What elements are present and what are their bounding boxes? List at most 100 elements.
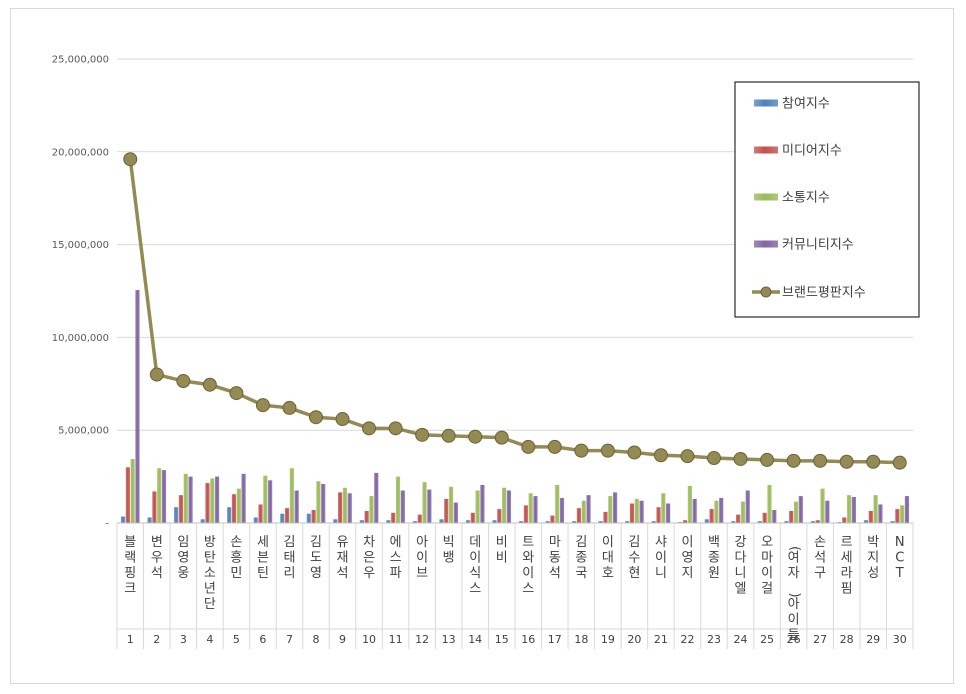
- rank-label: 24: [734, 633, 748, 646]
- brand-index-point-마동석: [547, 439, 562, 454]
- brand-index-point-강다니엘: [733, 451, 748, 466]
- bar-참여지수-김태리: [280, 513, 285, 523]
- y-tick-label: -: [105, 519, 109, 530]
- chart-frame: - 5,000,000 10,000,000 15,000,000 20,000,000…: [10, 8, 954, 684]
- bar-커뮤니티지수-김수현: [639, 500, 644, 523]
- bar-참여지수-임영웅: [174, 507, 179, 523]
- rank-label: 1: [127, 633, 134, 646]
- bar-미디어지수-변우석: [152, 491, 157, 523]
- rank-label: 2: [153, 633, 160, 646]
- rank-label: 27: [813, 633, 827, 646]
- brand-index-point-김태리: [282, 400, 297, 415]
- bar-커뮤니티지수-이대호: [612, 492, 618, 523]
- legend-label-소통지수: 소통지수: [782, 191, 830, 206]
- rank-label: 22: [680, 633, 694, 646]
- bar-참여지수-유재석: [333, 519, 338, 523]
- category-label: (여 자) 아 이 들: [787, 546, 802, 643]
- bar-소통지수-NCT: [900, 505, 905, 523]
- bar-소통지수-김도영: [316, 481, 321, 523]
- brand-index-point-손흥민: [229, 386, 244, 401]
- bar-미디어지수-샤이니: [656, 507, 661, 523]
- bar-커뮤니티지수-트와이스: [533, 496, 538, 523]
- bar-커뮤니티지수-아이브: [427, 489, 432, 523]
- bar-소통지수-이영지: [687, 485, 692, 523]
- bar-소통지수-르세라핌: [846, 495, 852, 523]
- brand-index-point-에스파: [388, 421, 403, 436]
- legend-label-브랜드평판지수: 브랜드평판지수: [782, 286, 866, 301]
- brand-index-point-김수현: [627, 445, 642, 460]
- bar-소통지수-에스파: [395, 476, 401, 523]
- legend-swatch-참여지수: [754, 99, 778, 107]
- bar-소통지수-(여자)아이들: [793, 501, 799, 523]
- bar-미디어지수-백종원: [709, 509, 714, 523]
- bar-미디어지수-이대호: [603, 511, 608, 523]
- bar-참여지수-손석구: [810, 521, 816, 523]
- bar-소통지수-세븐틴: [263, 475, 268, 523]
- bar-참여지수-데이식스: [465, 520, 471, 523]
- rank-label: 25: [760, 633, 774, 646]
- bar-커뮤니티지수-백종원: [719, 497, 724, 523]
- bar-미디어지수-세븐틴: [258, 504, 263, 523]
- bar-소통지수-손석구: [820, 488, 825, 523]
- bar-미디어지수-마동석: [550, 515, 555, 523]
- legend-swatch-미디어지수: [754, 146, 778, 154]
- brand-index-point-유재석: [335, 412, 350, 427]
- bar-소통지수-마동석: [555, 484, 560, 523]
- bar-커뮤니티지수-빅뱅: [453, 502, 458, 523]
- rank-label: 14: [468, 633, 482, 646]
- bar-참여지수-빅뱅: [439, 519, 444, 523]
- bar-미디어지수-손석구: [815, 520, 820, 523]
- legend-label-커뮤니티지수: 커뮤니티지수: [782, 238, 854, 253]
- rank-label: 10: [362, 633, 376, 646]
- bar-미디어지수-유재석: [338, 492, 343, 523]
- bar-참여지수-손흥민: [227, 507, 232, 523]
- legend-swatch-커뮤니티지수: [754, 240, 778, 248]
- bar-미디어지수-트와이스: [523, 505, 528, 523]
- rank-label: 5: [233, 633, 240, 646]
- bar-미디어지수-블랙핑크: [125, 467, 130, 523]
- bar-커뮤니티지수-김도영: [321, 484, 326, 523]
- bar-미디어지수-데이식스: [470, 512, 475, 523]
- bar-커뮤니티지수-강다니엘: [745, 490, 750, 523]
- bar-소통지수-방탄소년단: [210, 478, 215, 523]
- bar-참여지수-변우석: [147, 517, 152, 523]
- bar-미디어지수-이영지: [682, 520, 688, 523]
- rank-label: 6: [259, 633, 266, 646]
- rank-label: 30: [893, 633, 907, 646]
- rank-label: 11: [389, 633, 403, 646]
- brand-index-point-오마이걸: [760, 452, 775, 467]
- rank-label: 29: [866, 633, 880, 646]
- chart-canvas: - 5,000,000 10,000,000 15,000,000 20,000,000…: [52, 55, 920, 649]
- rank-label: 19: [601, 633, 615, 646]
- bar-미디어지수-김태리: [284, 508, 290, 523]
- bar-커뮤니티지수-김태리: [294, 490, 299, 523]
- brand-index-point-트와이스: [521, 439, 536, 454]
- bar-참여지수-세븐틴: [253, 517, 258, 523]
- bar-커뮤니티지수-이영지: [692, 498, 697, 523]
- bar-커뮤니티지수-데이식스: [480, 484, 485, 523]
- brand-index-point-김종국: [574, 443, 589, 458]
- rank-label: 12: [415, 633, 429, 646]
- brand-index-point-샤이니: [653, 448, 668, 463]
- rank-label: 7: [286, 633, 293, 646]
- bar-소통지수-트와이스: [528, 493, 533, 523]
- brand-index-point-차은우: [362, 421, 377, 436]
- rank-label: 21: [654, 633, 668, 646]
- bar-커뮤니티지수-비비: [506, 490, 512, 523]
- legend-marker: [760, 286, 772, 298]
- brand-index-point-김도영: [309, 410, 323, 425]
- bar-커뮤니티지수-손흥민: [241, 473, 246, 523]
- bar-소통지수-차은우: [369, 496, 374, 523]
- bar-소통지수-샤이니: [661, 493, 666, 523]
- bar-소통지수-아이브: [422, 482, 427, 523]
